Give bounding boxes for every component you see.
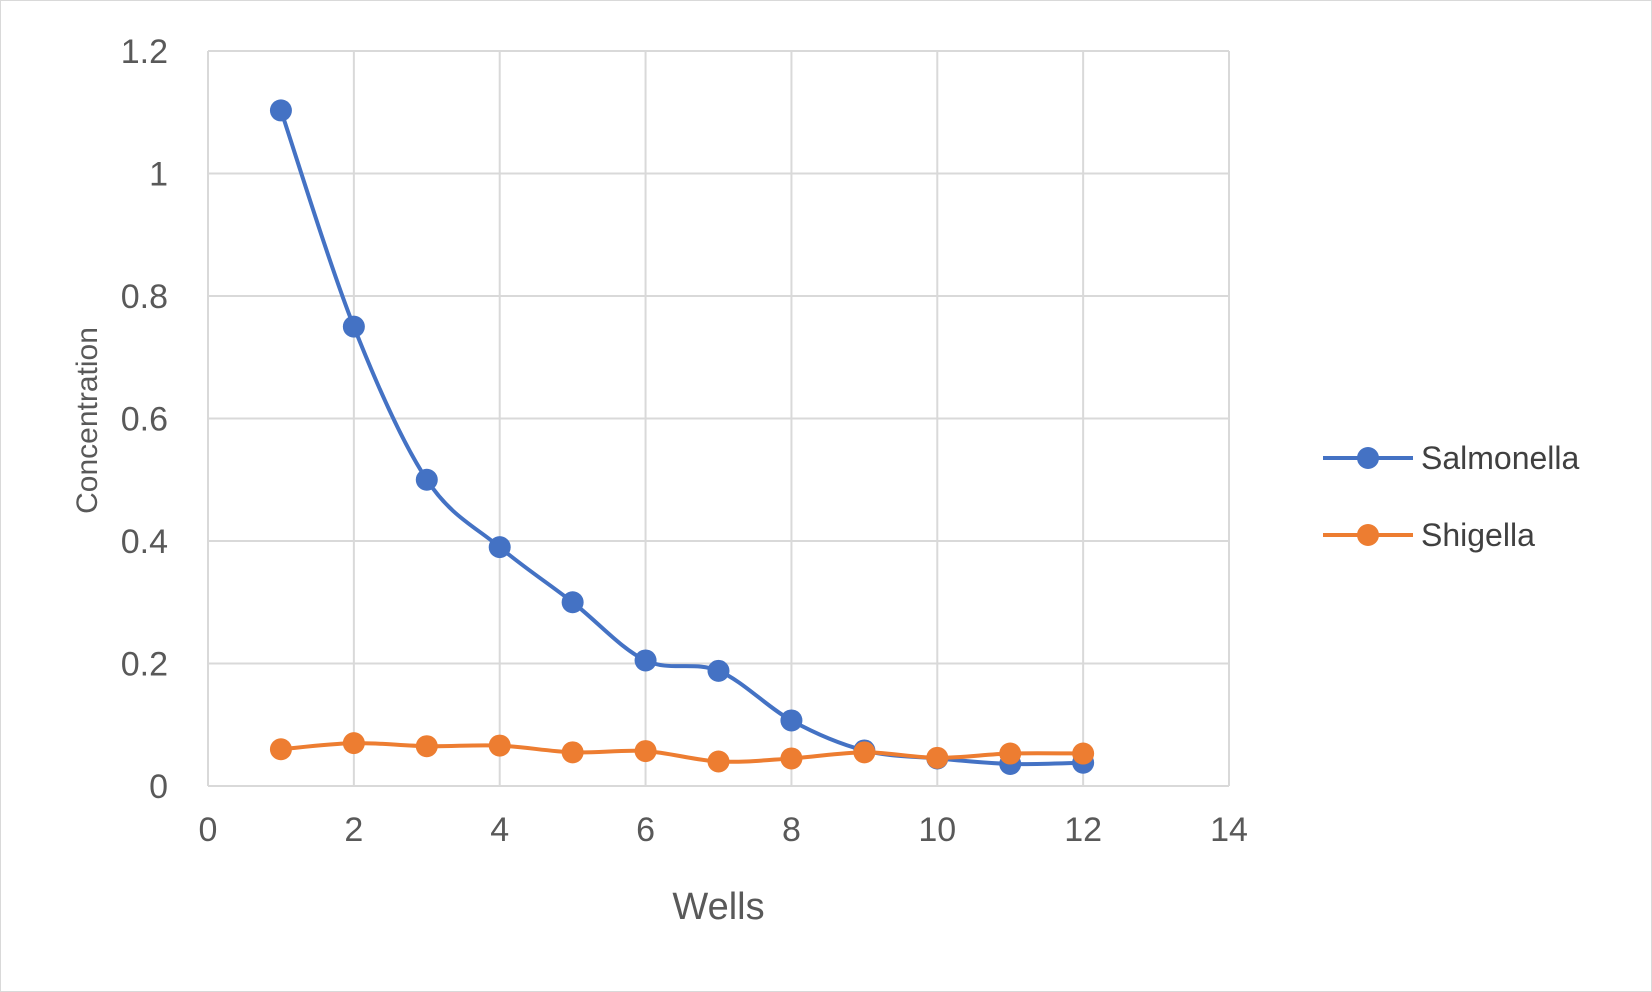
x-tick-label: 8 (782, 811, 801, 849)
y-tick-label: 0 (149, 768, 168, 806)
legend: Salmonella Shigella (1323, 440, 1580, 553)
series-shigella (269, 732, 1095, 773)
x-tick-label: 0 (199, 811, 218, 849)
data-point (707, 750, 730, 773)
data-point (561, 591, 584, 614)
data-point (853, 741, 876, 764)
y-tick-label: 0.8 (121, 278, 168, 316)
legend-item-salmonella: Salmonella (1323, 440, 1580, 476)
data-point (342, 315, 365, 338)
series-salmonella (269, 99, 1095, 775)
data-point (488, 734, 511, 757)
data-point (1072, 742, 1095, 765)
data-point (488, 536, 511, 559)
y-tick-label: 1 (149, 156, 168, 194)
data-point (634, 649, 657, 672)
x-tick-label: 4 (490, 811, 509, 849)
x-tick-label: 14 (1210, 811, 1248, 849)
y-tick-label: 0.6 (121, 401, 168, 439)
legend-item-shigella: Shigella (1323, 517, 1535, 553)
y-tick-label: 1.2 (121, 33, 168, 71)
data-point (415, 735, 438, 758)
data-point (561, 741, 584, 764)
x-tick-label: 10 (918, 811, 956, 849)
series-layer (269, 99, 1095, 775)
data-point (707, 659, 730, 682)
legend-label: Shigella (1421, 517, 1535, 553)
data-point (415, 468, 438, 491)
y-axis-tick-labels: 0 0.2 0.4 0.6 0.8 1 1.2 (121, 33, 168, 806)
data-point (269, 99, 292, 122)
legend-marker (1357, 447, 1379, 469)
y-axis-title: Concentration (71, 327, 104, 514)
x-axis-tick-labels: 0 2 4 6 8 10 12 14 (199, 811, 1248, 849)
series-line (278, 108, 1086, 767)
data-point (780, 709, 803, 732)
y-tick-label: 0.4 (121, 523, 168, 561)
legend-label: Salmonella (1421, 440, 1580, 476)
data-point (926, 746, 949, 769)
x-tick-label: 6 (636, 811, 655, 849)
data-point (999, 742, 1022, 765)
legend-marker (1357, 524, 1379, 546)
grid-lines (207, 50, 1230, 787)
data-point (634, 740, 657, 763)
data-point (269, 738, 292, 761)
x-tick-label: 2 (344, 811, 363, 849)
data-point (780, 747, 803, 770)
x-axis-title: Wells (672, 886, 764, 928)
y-tick-label: 0.2 (121, 646, 168, 684)
x-tick-label: 12 (1064, 811, 1102, 849)
data-point (342, 732, 365, 755)
